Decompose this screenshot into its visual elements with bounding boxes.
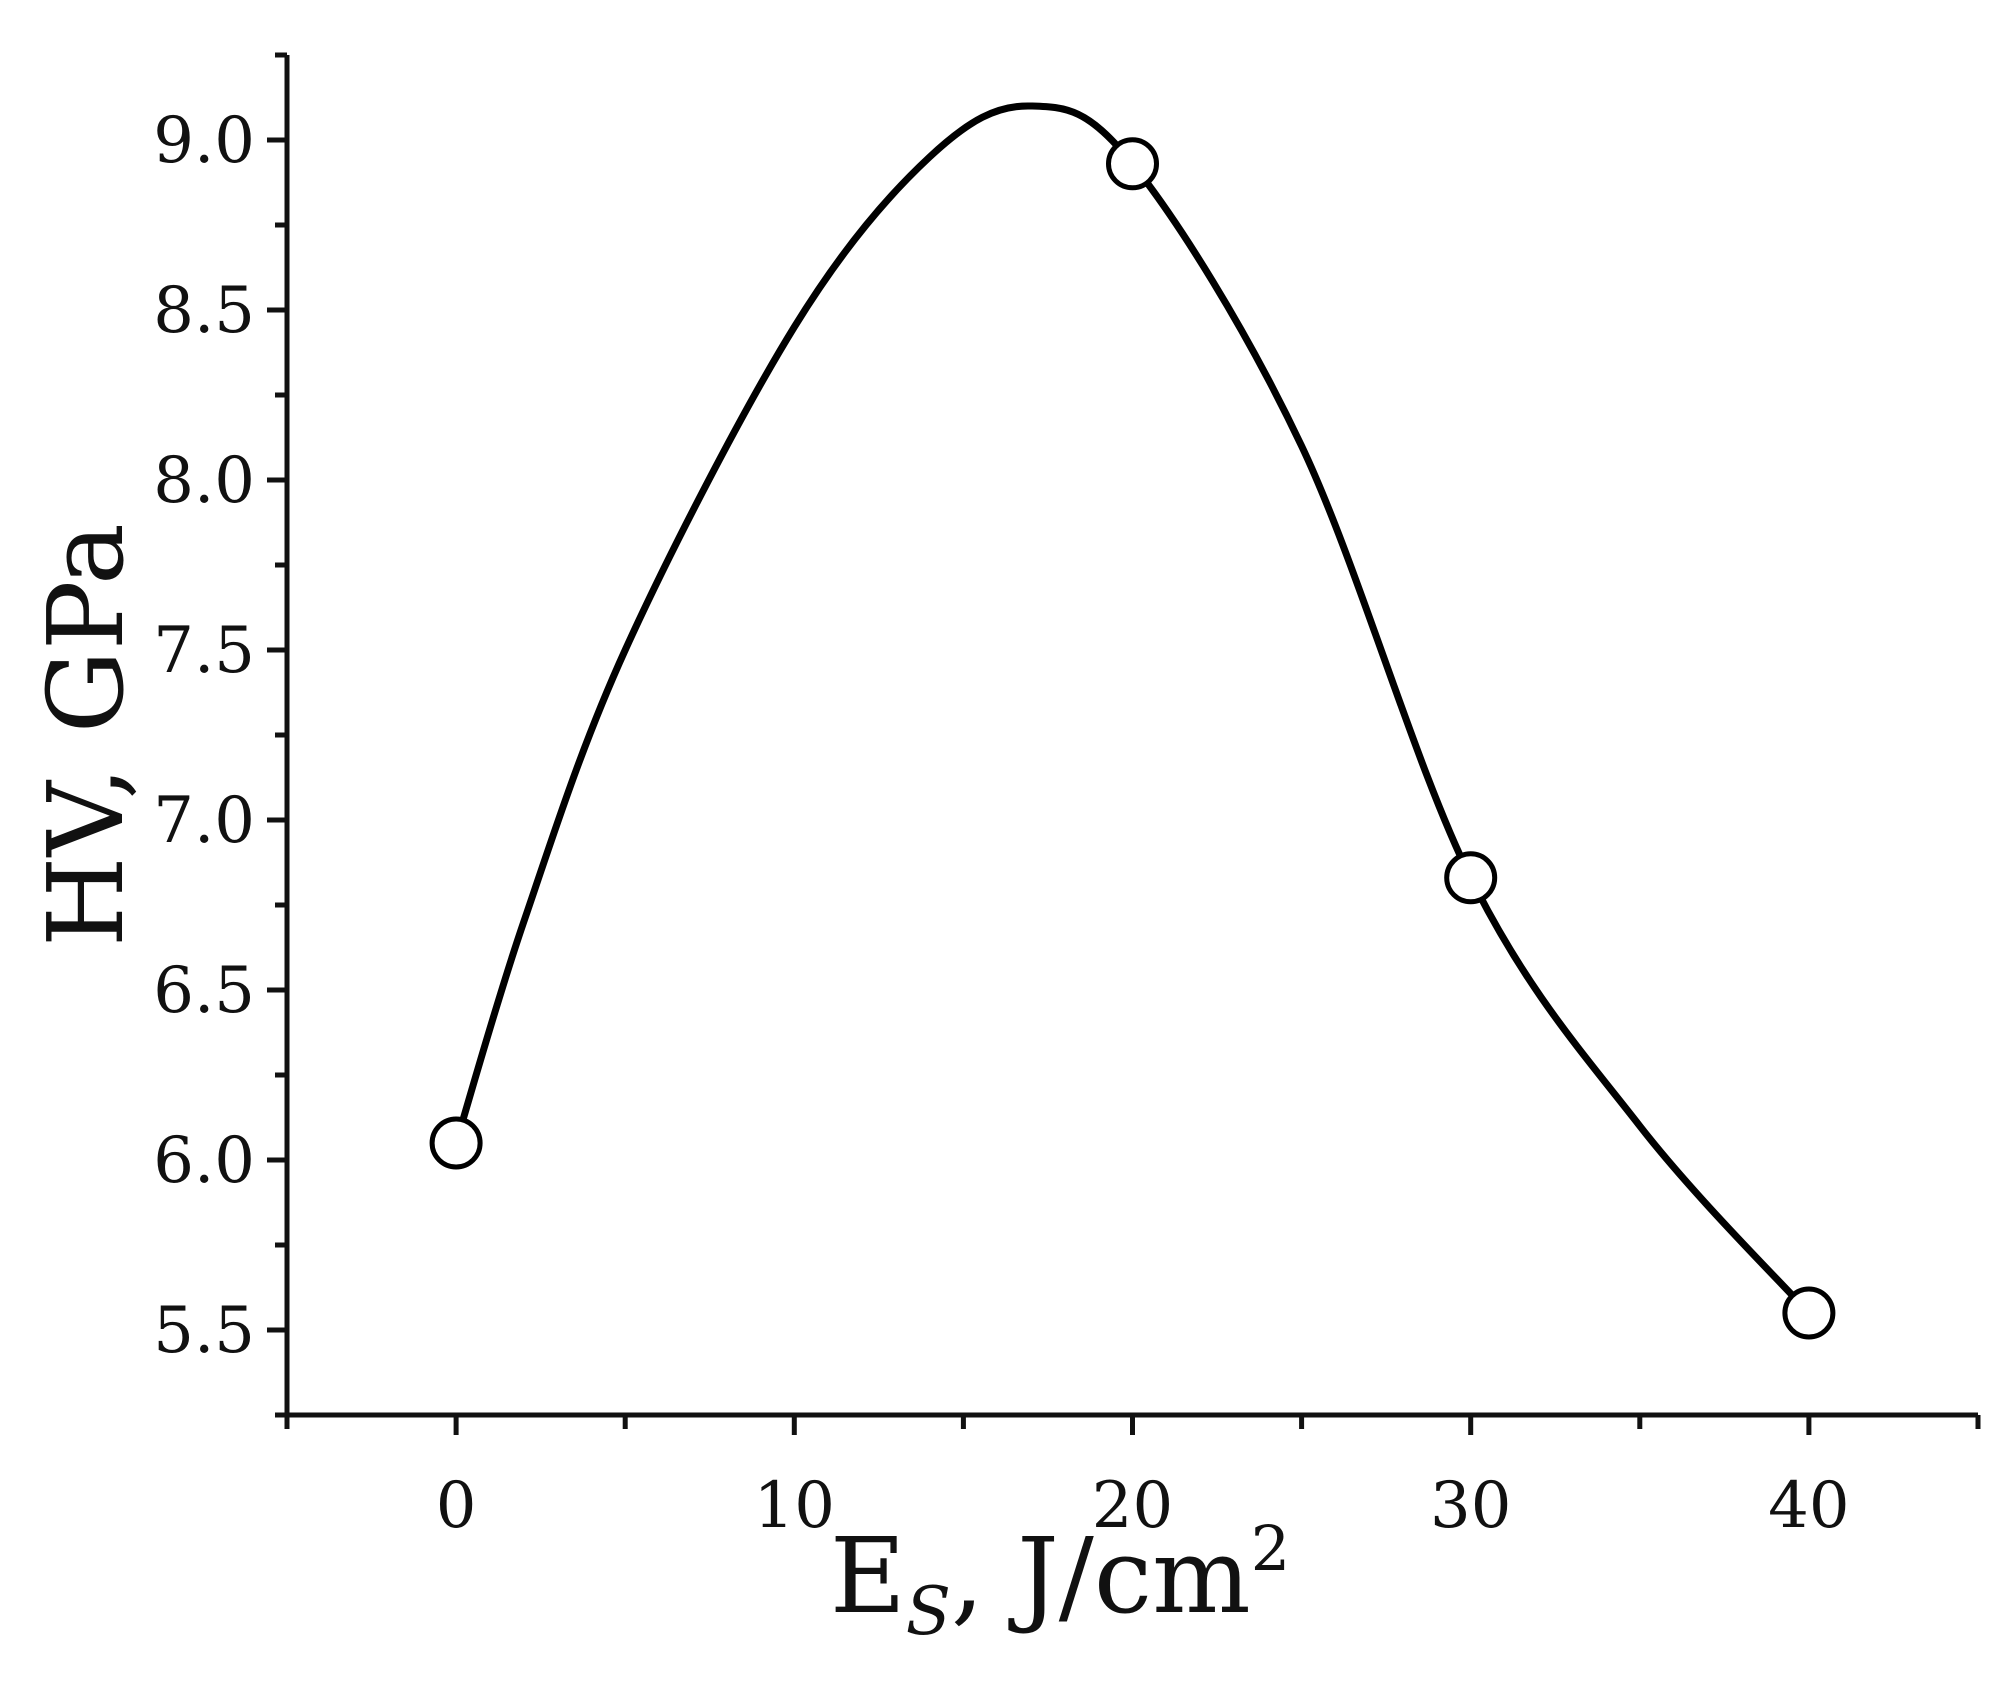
x-tick-label: 20: [1092, 1469, 1173, 1543]
x-tick-label: 0: [436, 1469, 477, 1543]
data-point-marker: [1782, 1286, 1836, 1340]
x-tick-label: 10: [754, 1469, 835, 1543]
x-axis-title: ES, J/cm2: [830, 1512, 1290, 1650]
y-tick-label: 9.0: [153, 104, 255, 178]
tick-labels: 0 10 20 30 40 5.5 6.0 6.5 7.0 7.5 8.0 8.5 9.0: [153, 104, 1849, 1543]
data-point-marker: [1106, 137, 1159, 191]
y-tick-label: 6.0: [153, 1124, 255, 1198]
y-axis-title: HV, GPa: [25, 523, 147, 947]
y-tick-label: 7.5: [153, 614, 255, 688]
data-point-marker: [429, 1116, 483, 1170]
y-tick-label: 8.0: [153, 444, 255, 518]
x-axis-title-main: E: [830, 1515, 906, 1637]
x-tick-label: 30: [1430, 1469, 1511, 1543]
data-markers: [429, 137, 1836, 1340]
y-tick-label: 7.0: [153, 784, 255, 858]
y-tick-label: 8.5: [153, 274, 255, 348]
data-point-marker: [1444, 851, 1498, 905]
x-axis-title-superscript: 2: [1251, 1512, 1290, 1585]
axes: [284, 55, 1978, 1418]
ticks: [267, 52, 1981, 1435]
fitted-curve: [452, 102, 1813, 1317]
y-tick-label: 6.5: [153, 954, 255, 1028]
x-tick-label: 40: [1768, 1469, 1849, 1543]
x-axis-title-subscript: S: [906, 1573, 951, 1650]
y-tick-label: 5.5: [153, 1294, 255, 1368]
x-axis-title-rest: , J/cm: [951, 1515, 1251, 1637]
